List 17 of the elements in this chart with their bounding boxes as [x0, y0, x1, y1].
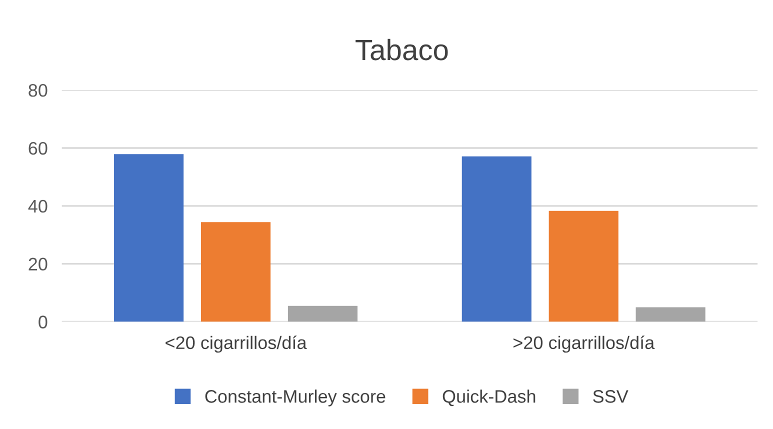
bar: [288, 306, 358, 322]
bar: [114, 154, 184, 322]
y-tick-label: 80: [28, 84, 48, 97]
legend-label: SSV: [593, 390, 628, 403]
x-tick-label: <20 cigarrillos/día: [166, 336, 307, 353]
chart-title: Tabaco: [356, 38, 448, 60]
bar: [548, 210, 618, 322]
bar: [462, 156, 532, 322]
legend-label: Constant-Murley score: [205, 390, 386, 406]
bar: [200, 222, 271, 322]
y-tick-label: 0: [38, 316, 48, 328]
bar: [636, 307, 706, 322]
x-tick-label: >20 cigarrillos/día: [514, 336, 655, 353]
y-tick-label: 40: [28, 200, 48, 213]
y-tick-label: 60: [28, 142, 48, 155]
y-tick-label: 20: [28, 258, 48, 271]
legend-label: Quick-Dash: [442, 390, 536, 406]
